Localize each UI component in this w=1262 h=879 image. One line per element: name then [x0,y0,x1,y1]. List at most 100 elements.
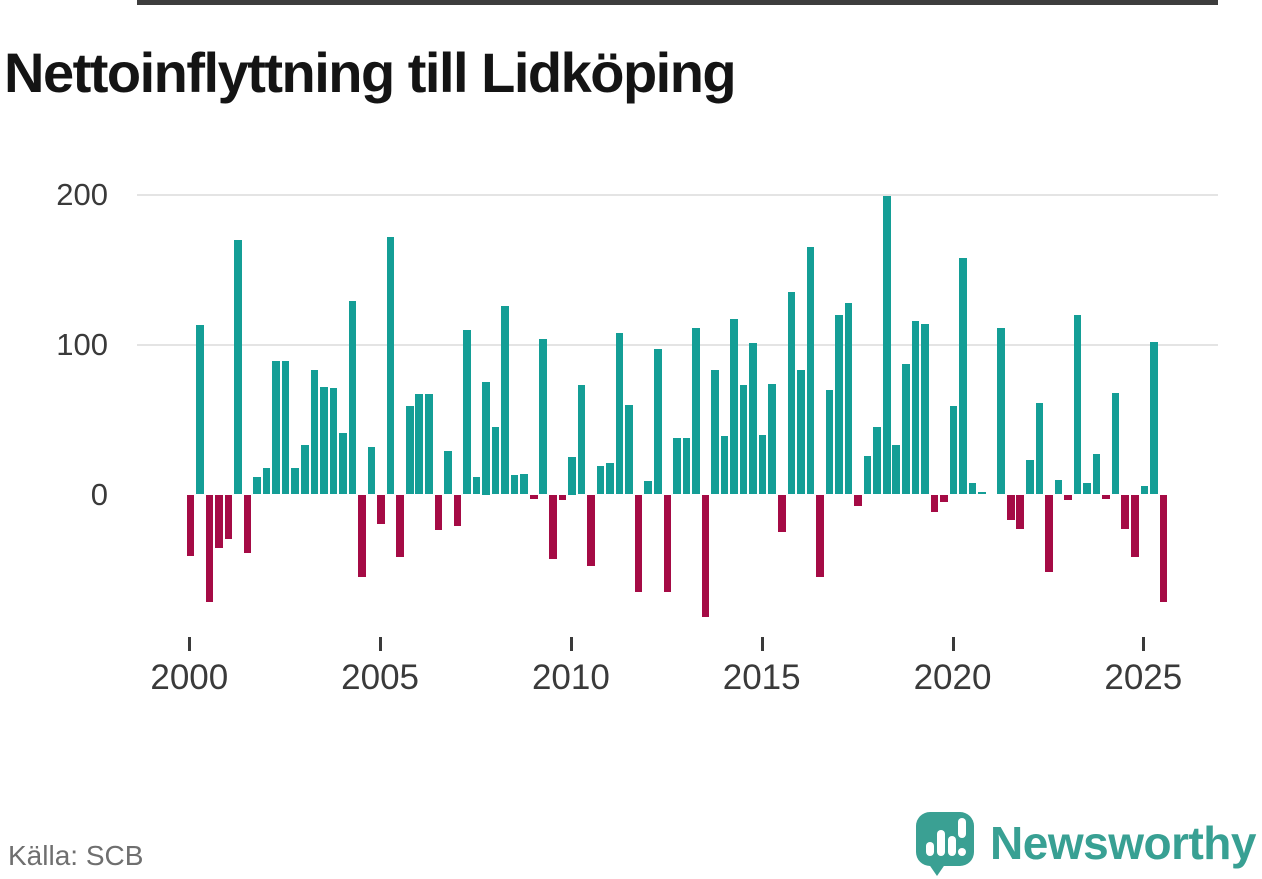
bar-2011-Q1 [606,463,614,495]
bar-2012-Q1 [644,481,652,495]
bar-2014-Q2 [730,319,738,495]
bar-2016-Q1 [797,370,805,495]
y-axis-tick-label: 200 [56,177,108,212]
bar-2005-Q1 [377,494,385,525]
bar-2024-Q1 [1102,494,1110,499]
bar-2021-Q4 [1016,494,1025,529]
bar-2000-Q4 [215,494,223,549]
bar-2009-Q3 [549,494,557,559]
x-axis-tick-label: 2015 [722,658,801,697]
bar-2017-Q4 [863,455,872,495]
bar-2017-Q1 [835,314,843,495]
bar-2000-Q3 [205,494,214,603]
bar-2004-Q2 [348,301,357,495]
bar-2020-Q3 [968,482,977,495]
bar-2006-Q3 [434,494,443,531]
bar-2005-Q2 [386,236,395,495]
bar-2000-Q2 [196,325,204,495]
bar-2006-Q4 [444,451,452,495]
x-axis-tick-label: 2010 [531,658,610,697]
bar-2024-Q4 [1130,494,1139,558]
bar-2023-Q1 [1064,494,1072,501]
bar-2004-Q4 [367,446,376,495]
bar-2025-Q3 [1159,494,1168,603]
bar-2018-Q2 [882,196,891,495]
bar-2013-Q3 [701,494,710,618]
logo-wordmark: Newsworthy [990,817,1256,869]
bar-2019-Q2 [921,323,929,495]
bar-2015-Q3 [777,494,786,532]
bar-2020-Q1 [949,406,958,495]
x-axis-tick [188,637,192,651]
x-axis-tick [1142,637,1146,651]
bar-2003-Q4 [329,388,338,495]
bar-2001-Q1 [224,494,233,540]
bar-2005-Q3 [396,494,404,558]
x-axis-tick-label: 2005 [341,658,420,697]
bar-2001-Q2 [234,239,242,495]
bar-2014-Q1 [720,436,729,495]
bar-2001-Q4 [253,476,261,495]
bar-2014-Q4 [749,343,757,495]
bar-2010-Q1 [568,457,576,495]
bar-2009-Q1 [529,494,538,499]
bar-2022-Q1 [1026,460,1034,495]
bar-2011-Q3 [625,404,633,495]
bar-2025-Q2 [1150,341,1158,495]
x-axis-tick-label: 2020 [913,658,992,697]
bar-2009-Q2 [539,338,548,495]
bar-2021-Q2 [997,328,1005,495]
bar-2023-Q4 [1092,454,1101,495]
bar-2002-Q4 [291,467,300,495]
page-title: Nettoinflyttning till Lidköping [4,40,737,104]
bar-2020-Q4 [978,491,986,495]
x-axis-tick-label: 2025 [1104,658,1183,697]
bar-2017-Q3 [854,494,862,507]
bar-2005-Q4 [405,406,414,495]
bar-chart-speech-bubble-icon [916,810,976,876]
bar-2011-Q2 [615,332,624,495]
bar-2012-Q2 [653,349,662,495]
bar-2024-Q3 [1121,494,1129,529]
gridline-200 [137,194,1218,196]
bar-2009-Q4 [558,494,567,501]
bar-2004-Q1 [339,433,347,495]
bar-2018-Q1 [873,427,881,495]
bar-2008-Q3 [510,475,519,495]
bar-2013-Q4 [711,370,719,495]
bar-2013-Q1 [682,437,691,495]
bar-2006-Q2 [425,394,433,495]
bar-2007-Q1 [453,494,462,526]
bar-2012-Q3 [663,494,672,592]
source-note: Källa: SCB [8,840,144,871]
newsworthy-logo: Newsworthy [916,810,1256,876]
bar-2002-Q3 [281,361,290,495]
bar-2008-Q1 [491,427,500,495]
bar-2000-Q1 [186,494,195,556]
bar-2002-Q1 [262,467,271,495]
bar-2019-Q4 [940,494,948,502]
bar-2022-Q4 [1054,479,1063,495]
bar-2016-Q2 [806,247,815,495]
x-axis-tick [379,637,383,651]
bar-2003-Q1 [300,445,309,495]
bar-2015-Q4 [787,292,796,495]
bar-2013-Q2 [692,328,700,495]
bar-2024-Q2 [1111,392,1120,495]
bar-2006-Q1 [415,394,424,495]
bar-2001-Q3 [243,494,252,553]
bar-2016-Q4 [825,389,834,495]
y-axis-tick-label: 0 [90,476,108,512]
x-axis-tick [760,637,764,651]
bar-2018-Q4 [902,364,910,495]
bar-2023-Q2 [1073,314,1082,495]
bar-2010-Q2 [577,385,586,495]
bar-2003-Q3 [320,386,328,495]
bar-2011-Q4 [634,494,643,592]
bar-2015-Q2 [768,383,777,495]
bar-2019-Q3 [930,494,939,513]
bar-2003-Q2 [310,370,319,495]
bar-2008-Q2 [501,305,509,495]
bar-2019-Q1 [911,320,920,495]
bar-2010-Q3 [587,494,595,567]
